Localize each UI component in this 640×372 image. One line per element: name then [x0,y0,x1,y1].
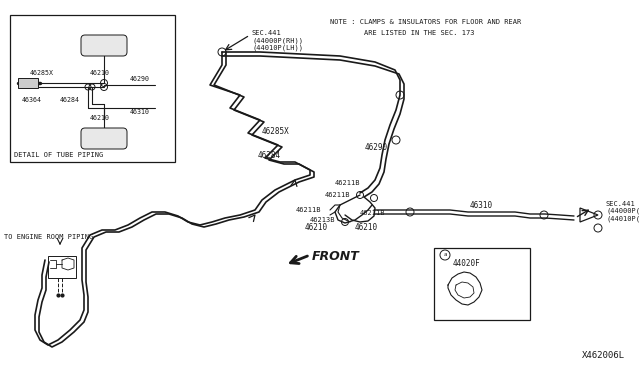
Text: 44020F: 44020F [453,259,481,267]
Text: TO ENGINE ROOM PIPING: TO ENGINE ROOM PIPING [4,234,93,240]
Text: 46210: 46210 [355,224,378,232]
Text: 46284: 46284 [258,151,281,160]
Text: SEC.441
(44000P(RH))
(44010P(LH)): SEC.441 (44000P(RH)) (44010P(LH)) [252,30,303,51]
Text: SEC.441
(44000P(RH))
(44010P(LH)): SEC.441 (44000P(RH)) (44010P(LH)) [606,201,640,221]
Text: 46213B: 46213B [310,217,335,223]
Text: ARE LISTED IN THE SEC. 173: ARE LISTED IN THE SEC. 173 [330,30,474,36]
Text: 46290: 46290 [365,144,388,153]
Bar [434,248,530,320]
Text: NOTE : CLAMPS & INSULATORS FOR FLOOR AND REAR: NOTE : CLAMPS & INSULATORS FOR FLOOR AND… [330,19,521,25]
Text: 46364: 46364 [22,97,42,103]
Text: 46285X: 46285X [262,128,290,137]
Text: 46210: 46210 [90,70,110,76]
Text: 46211B: 46211B [296,207,321,213]
Text: 46211B: 46211B [360,210,385,216]
Text: 46211B: 46211B [335,180,360,186]
Bar [48,256,76,278]
Text: 46290: 46290 [130,76,150,82]
Text: 46310: 46310 [470,201,493,209]
Text: DETAIL OF TUBE PIPING: DETAIL OF TUBE PIPING [14,152,103,158]
FancyBboxPatch shape [81,35,127,56]
Text: a: a [444,253,447,257]
Text: X462006L: X462006L [582,351,625,360]
Text: FRONT: FRONT [312,250,360,263]
Text: 46310: 46310 [130,109,150,115]
Text: 46284: 46284 [60,97,80,103]
FancyBboxPatch shape [81,128,127,149]
Text: 46210: 46210 [305,224,328,232]
Text: 46210: 46210 [90,115,110,121]
Bar [10,15,175,162]
Bar [18,78,38,88]
Text: 46211B: 46211B [325,192,351,198]
Text: 46285X: 46285X [30,70,54,76]
